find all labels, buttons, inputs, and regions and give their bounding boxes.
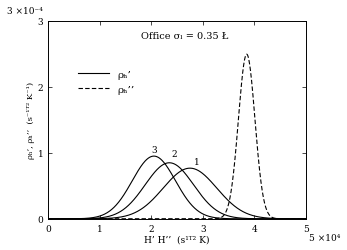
Legend: ρₕ’, ρₕ’’: ρₕ’, ρₕ’’: [74, 66, 139, 98]
Text: 2: 2: [172, 150, 177, 158]
Text: 1: 1: [194, 157, 200, 166]
Text: 3 ×10⁻⁴: 3 ×10⁻⁴: [7, 7, 43, 16]
Text: 5 ×10⁴: 5 ×10⁴: [308, 233, 340, 242]
Text: Office σₗ = 0.35 Ł: Office σₗ = 0.35 Ł: [141, 32, 229, 40]
Text: 3: 3: [151, 146, 157, 154]
X-axis label: H’ H’’  (s¹ᵀ² K): H’ H’’ (s¹ᵀ² K): [144, 234, 210, 243]
Y-axis label: ρₕ’, ρₕ’’  (s⁻¹ᵀ² K⁻¹): ρₕ’, ρₕ’’ (s⁻¹ᵀ² K⁻¹): [27, 82, 35, 159]
